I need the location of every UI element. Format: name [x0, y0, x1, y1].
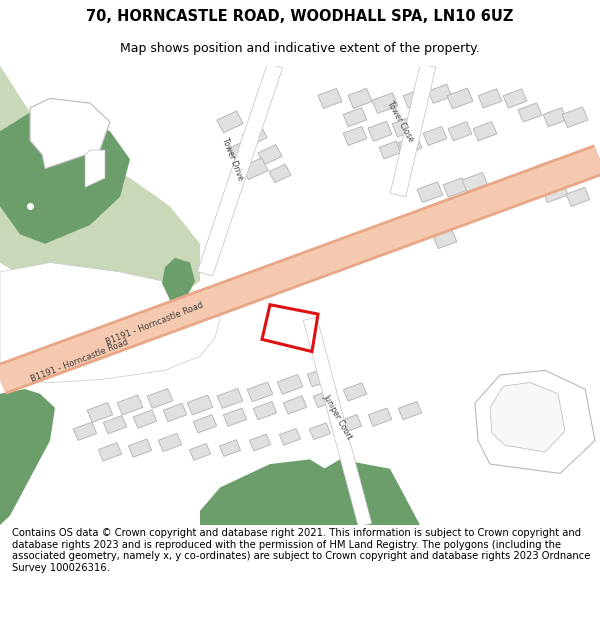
Bar — [158, 433, 182, 452]
Text: Juniper Court: Juniper Court — [322, 393, 355, 441]
Bar — [348, 89, 372, 108]
Bar — [128, 439, 152, 458]
Polygon shape — [30, 98, 110, 169]
Bar — [243, 126, 267, 146]
Bar — [253, 401, 277, 420]
Bar — [133, 410, 157, 428]
Polygon shape — [85, 150, 105, 188]
Bar — [442, 201, 468, 221]
Bar — [478, 89, 502, 108]
Bar — [187, 395, 213, 415]
Bar — [338, 414, 362, 433]
Bar — [313, 389, 337, 408]
Bar — [417, 182, 443, 203]
Bar — [343, 126, 367, 146]
Bar — [368, 408, 392, 426]
Bar — [247, 382, 273, 402]
Bar — [117, 395, 143, 415]
Bar — [343, 382, 367, 401]
Polygon shape — [197, 63, 283, 276]
Bar — [462, 173, 488, 193]
Text: Tower Drive: Tower Drive — [221, 137, 245, 182]
Bar — [103, 416, 127, 434]
Bar — [537, 159, 563, 179]
Polygon shape — [390, 64, 436, 197]
Polygon shape — [0, 262, 220, 382]
Bar — [217, 389, 243, 408]
Bar — [566, 188, 590, 206]
Text: B1191 - Horncastle Road: B1191 - Horncastle Road — [30, 338, 130, 384]
Bar — [277, 374, 303, 394]
Bar — [190, 444, 211, 460]
Bar — [392, 116, 418, 137]
Bar — [250, 434, 271, 451]
Bar — [428, 84, 452, 103]
Polygon shape — [0, 389, 55, 525]
Text: Tower Close: Tower Close — [385, 100, 415, 144]
Bar — [503, 89, 527, 108]
Bar — [466, 197, 490, 216]
Polygon shape — [475, 370, 595, 474]
Bar — [229, 141, 251, 159]
Bar — [220, 440, 241, 456]
Bar — [418, 206, 442, 225]
Bar — [307, 367, 333, 387]
Polygon shape — [200, 459, 350, 525]
Bar — [73, 422, 97, 441]
Polygon shape — [0, 144, 600, 394]
Bar — [403, 89, 427, 108]
Bar — [163, 403, 187, 422]
Bar — [433, 229, 457, 249]
Bar — [448, 122, 472, 141]
Bar — [562, 107, 588, 128]
Bar — [87, 402, 113, 422]
Bar — [542, 182, 568, 203]
Bar — [343, 107, 367, 127]
Text: Contains OS data © Crown copyright and database right 2021. This information is : Contains OS data © Crown copyright and d… — [12, 528, 590, 573]
Bar — [223, 408, 247, 426]
Bar — [379, 141, 401, 159]
Bar — [473, 122, 497, 141]
Polygon shape — [490, 382, 565, 452]
Bar — [398, 136, 422, 155]
Polygon shape — [0, 66, 200, 309]
Bar — [217, 111, 243, 132]
Polygon shape — [162, 258, 195, 300]
Bar — [543, 107, 567, 127]
Bar — [368, 121, 392, 141]
Bar — [258, 144, 282, 165]
Bar — [280, 429, 301, 445]
Bar — [269, 164, 291, 182]
Bar — [242, 158, 268, 179]
Bar — [372, 93, 398, 113]
Text: 70, HORNCASTLE ROAD, WOODHALL SPA, LN10 6UZ: 70, HORNCASTLE ROAD, WOODHALL SPA, LN10 … — [86, 9, 514, 24]
Bar — [423, 126, 447, 146]
Bar — [447, 88, 473, 109]
Text: Map shows position and indicative extent of the property.: Map shows position and indicative extent… — [120, 42, 480, 54]
Bar — [193, 414, 217, 433]
Bar — [318, 89, 342, 108]
Text: B1191 - Horncastle Road: B1191 - Horncastle Road — [105, 300, 205, 347]
Polygon shape — [0, 112, 130, 244]
Bar — [147, 389, 173, 408]
Bar — [98, 442, 122, 461]
Bar — [398, 401, 422, 420]
Polygon shape — [290, 459, 420, 525]
Polygon shape — [0, 147, 600, 392]
Bar — [283, 396, 307, 414]
Bar — [310, 423, 331, 439]
Polygon shape — [303, 317, 372, 527]
Bar — [443, 178, 467, 197]
Bar — [563, 164, 587, 183]
Bar — [518, 103, 542, 122]
